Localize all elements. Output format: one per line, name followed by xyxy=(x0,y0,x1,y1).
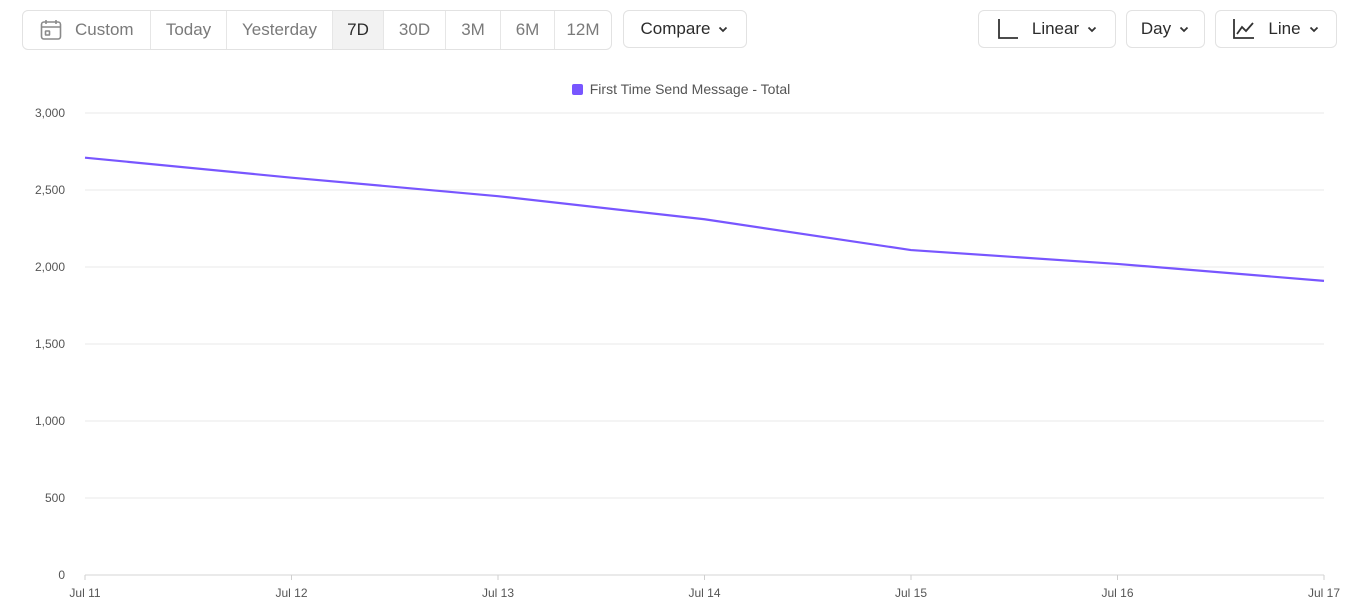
range-custom-button[interactable]: Custom xyxy=(23,11,151,49)
chevron-down-icon xyxy=(1086,23,1098,35)
y-tick-label: 1,000 xyxy=(35,414,65,428)
range-12m-button[interactable]: 12M xyxy=(566,20,600,39)
compare-dropdown[interactable]: Compare xyxy=(623,10,747,48)
series-line[interactable] xyxy=(84,156,1325,282)
line-chart-icon xyxy=(1232,17,1256,41)
x-tick-label: Jul 11 xyxy=(69,586,100,600)
y-tick-label: 0 xyxy=(58,568,65,582)
data-point[interactable] xyxy=(1321,278,1327,284)
y-tick-label: 2,000 xyxy=(35,260,65,274)
range-yesterday-button[interactable]: Yesterday xyxy=(227,11,333,49)
chevron-down-icon xyxy=(717,23,729,35)
x-tick-label: Jul 17 xyxy=(1308,586,1340,600)
scale-dropdown[interactable]: Linear xyxy=(978,10,1116,48)
x-tick-label: Jul 15 xyxy=(895,586,927,600)
x-tick-label: Jul 12 xyxy=(275,586,307,600)
x-tick-label: Jul 16 xyxy=(1101,586,1133,600)
range-7d-button[interactable]: 7D xyxy=(333,11,384,49)
interval-label: Day xyxy=(1140,19,1172,38)
data-point[interactable] xyxy=(289,175,295,181)
compare-label: Compare xyxy=(640,19,711,38)
range-6m-button[interactable]: 6M xyxy=(501,11,555,49)
legend-swatch[interactable] xyxy=(571,83,583,95)
data-point[interactable] xyxy=(495,193,501,199)
date-range-selector: Custom Today Yesterday 7D 30D 3M 6M 12M xyxy=(22,10,612,50)
chart-type-dropdown[interactable]: Line xyxy=(1215,10,1337,48)
y-tick-label: 2,500 xyxy=(35,183,65,197)
y-tick-label: 1,500 xyxy=(35,337,65,351)
y-tick-label: 3,000 xyxy=(35,106,65,120)
range-custom-label: Custom xyxy=(75,20,134,39)
range-3m-button[interactable]: 3M xyxy=(446,11,501,49)
linear-axis-icon xyxy=(996,17,1020,41)
scale-label: Linear xyxy=(1031,19,1080,38)
calendar-icon xyxy=(39,18,63,42)
range-30d-button[interactable]: 30D xyxy=(384,11,446,49)
chart-legend: First Time Send Message - Total xyxy=(0,81,1362,97)
legend-label[interactable]: First Time Send Message - Total xyxy=(589,81,791,97)
data-point[interactable] xyxy=(82,155,88,161)
interval-dropdown[interactable]: Day xyxy=(1126,10,1205,48)
range-today-button[interactable]: Today xyxy=(151,11,227,49)
y-tick-label: 500 xyxy=(45,491,65,505)
chart-type-label: Line xyxy=(1268,19,1301,38)
x-tick-label: Jul 14 xyxy=(688,586,720,600)
data-point[interactable] xyxy=(1115,261,1121,267)
data-point[interactable] xyxy=(702,216,708,222)
chevron-down-icon xyxy=(1308,23,1320,35)
data-point[interactable] xyxy=(908,247,914,253)
chevron-down-icon xyxy=(1178,23,1190,35)
x-tick-label: Jul 13 xyxy=(482,586,514,600)
